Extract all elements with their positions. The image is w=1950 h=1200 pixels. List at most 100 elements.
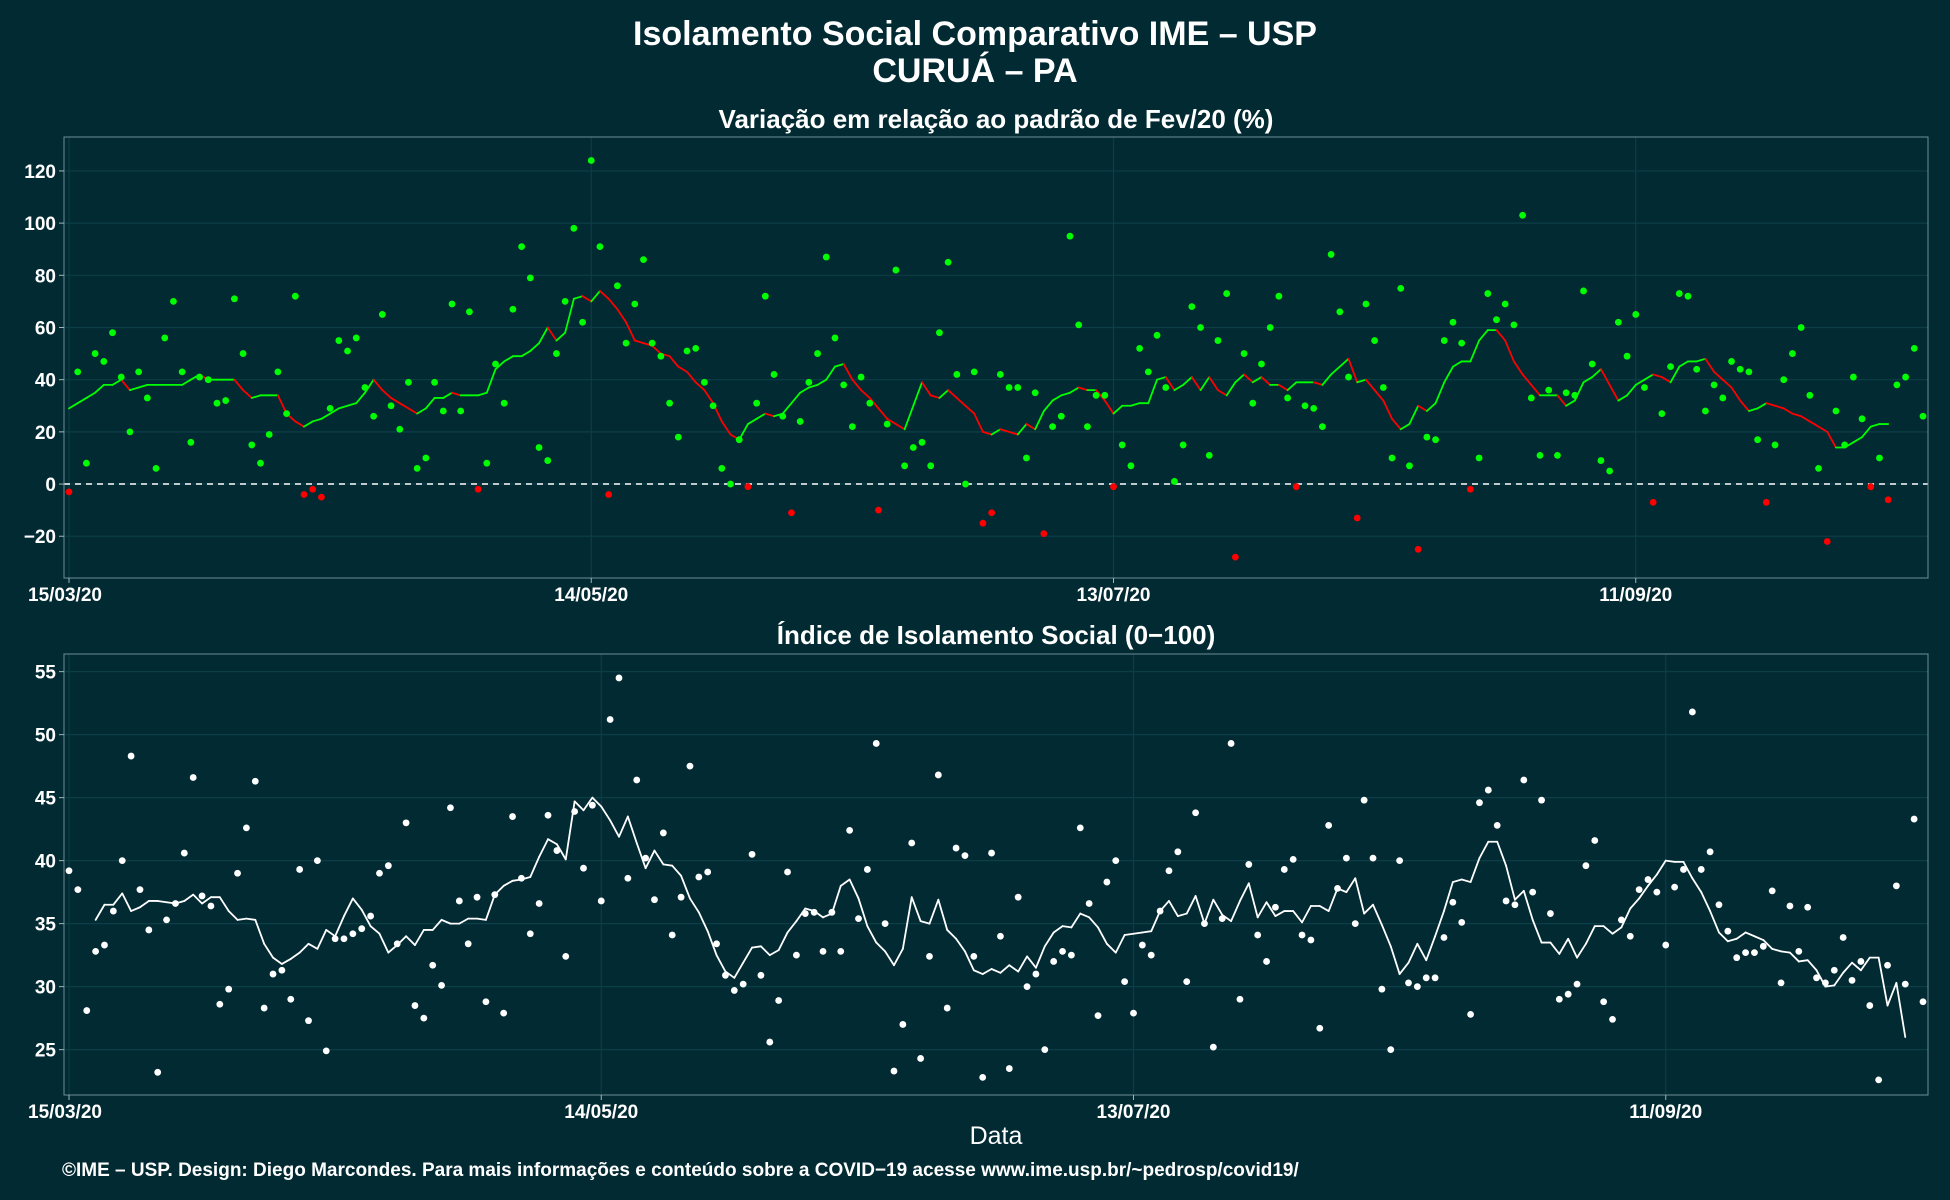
data-point <box>1635 886 1643 894</box>
data-point <box>1910 344 1918 352</box>
data-point <box>1777 979 1785 987</box>
trend-line-segment <box>910 896 922 923</box>
data-point <box>1623 352 1631 360</box>
trend-line-segment <box>1203 898 1215 925</box>
trend-line-segment <box>398 402 410 410</box>
data-point <box>1298 931 1306 939</box>
data-point <box>674 433 682 441</box>
trend-line-segment <box>424 397 436 410</box>
data-point <box>668 931 676 939</box>
data-point <box>1857 958 1865 965</box>
data-point <box>1201 920 1208 928</box>
trend-line-segment <box>1156 376 1167 381</box>
data-point <box>779 412 787 420</box>
trend-line-segment <box>250 394 262 399</box>
data-point <box>1910 815 1918 823</box>
trend-line-segment <box>355 391 366 405</box>
data-point <box>1066 232 1074 240</box>
data-point <box>1351 920 1359 928</box>
trend-line-segment <box>1363 903 1374 915</box>
data-point <box>1440 337 1448 344</box>
data-point <box>909 444 917 451</box>
trend-line-segment <box>1869 423 1881 428</box>
data-point <box>370 412 378 420</box>
data-point <box>1626 932 1634 940</box>
data-point <box>1316 1024 1324 1032</box>
data-point <box>1797 324 1805 331</box>
y-tick-label: 80 <box>35 266 56 287</box>
trend-line-segment <box>799 386 810 394</box>
data-point <box>1307 936 1315 944</box>
trend-line-segment <box>635 842 647 870</box>
trend-line-segment <box>1425 402 1437 412</box>
data-point <box>1555 995 1563 1003</box>
trend-line-segment <box>564 297 575 334</box>
trend-line-segment <box>1617 394 1628 402</box>
data-point <box>187 438 195 446</box>
data-point <box>1121 978 1129 985</box>
trend-line-segment <box>451 391 462 397</box>
data-point <box>718 465 726 472</box>
data-point <box>1902 373 1909 381</box>
trend-line-segment <box>1469 339 1480 363</box>
trend-line-segment <box>1016 423 1028 436</box>
trend-line-segment <box>1434 381 1446 405</box>
data-point <box>788 509 795 517</box>
data-point <box>207 902 215 910</box>
trend-line-segment <box>325 929 337 938</box>
x-tick-label: 11/09/20 <box>1599 585 1672 606</box>
trend-line-segment <box>751 945 762 949</box>
data-point <box>127 752 135 760</box>
trend-line-segment <box>1730 386 1742 402</box>
data-point <box>997 932 1004 940</box>
data-point <box>1789 350 1796 357</box>
data-point <box>686 762 694 770</box>
data-point <box>561 297 569 305</box>
data-point <box>544 457 552 464</box>
trend-line-segment <box>381 389 392 399</box>
trend-line-segment <box>1251 376 1263 384</box>
data-point <box>1493 821 1501 829</box>
data-point <box>855 915 862 922</box>
data-point <box>1867 483 1875 491</box>
data-point <box>890 1067 898 1075</box>
data-point <box>1118 441 1126 449</box>
data-point <box>659 829 667 837</box>
trend-line-segment <box>1513 360 1524 376</box>
data-point <box>1236 995 1244 1003</box>
data-point <box>1068 951 1075 959</box>
data-point <box>163 916 170 924</box>
trend-line-segment <box>1824 984 1836 988</box>
data-point <box>892 266 900 274</box>
data-point <box>291 292 299 300</box>
trend-line-segment <box>1860 956 1871 972</box>
trend-line-segment <box>912 381 923 407</box>
data-point <box>500 399 508 407</box>
trend-line-segment <box>1070 912 1082 929</box>
trend-line-segment <box>1567 937 1578 959</box>
trend-line-segment <box>1345 877 1357 894</box>
data-point <box>1059 947 1066 955</box>
data-point <box>944 258 952 266</box>
data-point <box>118 857 126 865</box>
data-point <box>934 771 942 779</box>
y-tick-label: 20 <box>35 423 56 444</box>
trend-line-segment <box>120 378 131 392</box>
data-point <box>189 774 197 781</box>
trend-line-segment <box>1655 859 1667 876</box>
trend-line-segment <box>1806 959 1818 972</box>
trend-line-segment <box>1756 402 1768 410</box>
trend-line-segment <box>677 365 688 373</box>
data-point <box>1258 360 1265 368</box>
data-point <box>411 1002 419 1009</box>
data-point <box>1197 324 1204 331</box>
trend-line-segment <box>653 849 665 866</box>
data-point <box>326 404 334 412</box>
data-point <box>1014 893 1022 901</box>
data-point <box>819 947 827 955</box>
data-point <box>579 318 586 326</box>
trend-line-segment <box>857 897 869 928</box>
trend-line-segment <box>236 917 248 921</box>
data-point <box>1280 866 1288 873</box>
trend-line-segment <box>644 849 656 870</box>
